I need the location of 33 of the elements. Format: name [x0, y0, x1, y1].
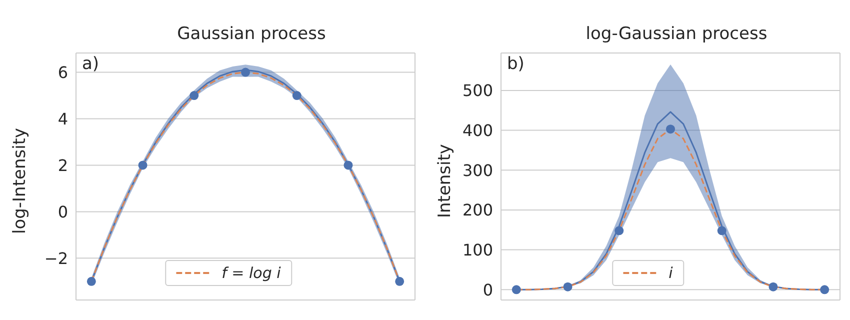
y-axis-title: Intensity	[435, 144, 455, 218]
point	[512, 285, 521, 294]
point	[292, 91, 302, 100]
point	[395, 276, 404, 286]
point	[344, 160, 353, 170]
legend-label: i	[668, 264, 673, 282]
chart-title: log-Gaussian process	[584, 24, 768, 44]
y-tick-label: −2	[44, 248, 68, 268]
point	[614, 226, 624, 236]
point	[717, 226, 726, 236]
point	[138, 160, 148, 170]
y-tick-label: 4	[58, 109, 68, 128]
point	[241, 68, 250, 77]
point	[190, 91, 199, 100]
point	[563, 282, 572, 292]
point	[86, 276, 96, 286]
point	[820, 285, 830, 294]
y-tick-label: 2	[58, 156, 68, 175]
legend-label: f = log i	[222, 264, 281, 282]
y-tick-label: 400	[462, 120, 493, 140]
annotation: a)	[82, 54, 100, 74]
chart-title: Gaussian process	[176, 24, 327, 44]
point	[666, 124, 675, 134]
annotation: b)	[507, 54, 524, 74]
y-tick-label: 500	[462, 81, 493, 100]
y-tick-label: 100	[462, 240, 493, 260]
y-tick-label: 0	[58, 202, 68, 222]
y-axis-title: log-Intensity	[10, 128, 30, 234]
y-tick-label: 300	[462, 160, 493, 180]
y-tick-label: 200	[462, 200, 493, 220]
y-tick-label: 6	[58, 62, 68, 82]
point	[768, 282, 778, 292]
y-tick-label: 0	[482, 280, 493, 300]
